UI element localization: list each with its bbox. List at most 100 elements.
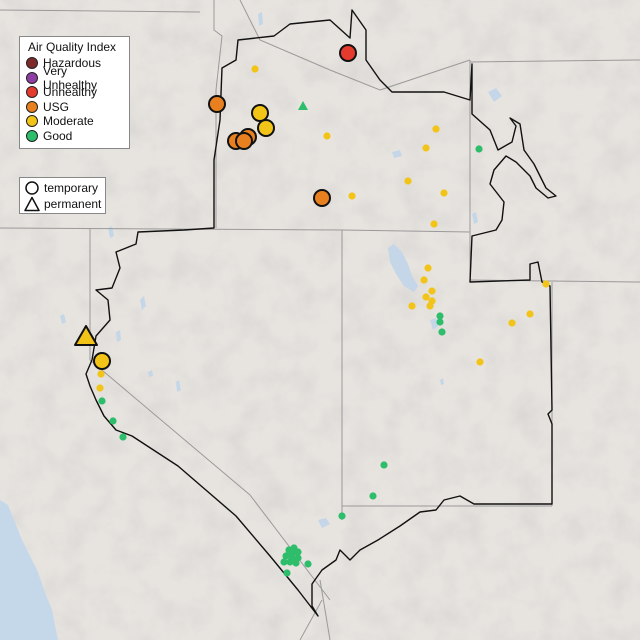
monitor-dot[interactable] bbox=[426, 302, 434, 310]
monitor-dot[interactable] bbox=[436, 312, 444, 320]
temporary-monitor-marker[interactable] bbox=[93, 352, 111, 370]
yellowstone-lake bbox=[488, 88, 502, 102]
monitor-dot[interactable] bbox=[432, 125, 440, 133]
legend-row-very-unhealthy: Very Unhealthy bbox=[26, 64, 123, 92]
monitor-dot[interactable] bbox=[440, 189, 448, 197]
legend-row-moderate: Moderate bbox=[26, 114, 123, 129]
ca-az-border bbox=[299, 599, 323, 640]
monitor-dot[interactable] bbox=[323, 132, 331, 140]
legend-label-hazardous: Hazardous bbox=[43, 56, 102, 71]
pacific-ocean bbox=[0, 500, 58, 640]
monitor-dot[interactable] bbox=[526, 310, 534, 318]
monitor-dot[interactable] bbox=[280, 558, 288, 566]
shasta-lake bbox=[60, 314, 66, 324]
permanent-monitor-marker[interactable] bbox=[74, 325, 98, 346]
mono-lake bbox=[148, 370, 153, 377]
legend-swatch-moderate bbox=[26, 115, 38, 128]
monitor-dot[interactable] bbox=[294, 548, 302, 556]
legend-swatch-good bbox=[26, 129, 38, 142]
monitor-dot[interactable] bbox=[251, 65, 259, 73]
idaho-west-border bbox=[213, 0, 223, 228]
legend-label-temporary: temporary bbox=[44, 181, 99, 195]
utah-lake bbox=[430, 318, 438, 330]
legend-row-permanent: permanent bbox=[24, 196, 101, 212]
monitor-dot[interactable] bbox=[436, 318, 444, 326]
monitor-dot[interactable] bbox=[119, 433, 127, 441]
monitor-dot[interactable] bbox=[369, 492, 377, 500]
monitor-dot[interactable] bbox=[408, 302, 416, 310]
idaho-utah-border bbox=[341, 229, 471, 233]
walker-lake bbox=[176, 380, 181, 392]
monitor-dot[interactable] bbox=[338, 512, 346, 520]
legend-swatch-unhealthy bbox=[26, 86, 38, 99]
monitor-dot[interactable] bbox=[283, 569, 291, 577]
legend-row-hazardous: Hazardous bbox=[26, 56, 123, 71]
aqi-markers bbox=[74, 44, 550, 577]
monitor-dot[interactable] bbox=[288, 550, 296, 558]
monitor-dot[interactable] bbox=[422, 144, 430, 152]
oregon-washington-border bbox=[0, 9, 201, 13]
great-salt-lake bbox=[388, 244, 418, 292]
monitor-dot[interactable] bbox=[304, 560, 312, 568]
monitor-dot[interactable] bbox=[96, 384, 104, 392]
triangle-icon bbox=[24, 196, 40, 212]
monitor-dot[interactable] bbox=[424, 264, 432, 272]
temporary-monitor-marker[interactable] bbox=[339, 44, 357, 62]
legend-row-temporary: temporary bbox=[24, 180, 101, 196]
monitor-dot[interactable] bbox=[542, 280, 550, 288]
region-outline bbox=[85, 9, 557, 617]
monitor-dot[interactable] bbox=[422, 293, 430, 301]
monitor-dot[interactable] bbox=[430, 220, 438, 228]
temporary-monitor-marker[interactable] bbox=[235, 132, 253, 150]
monitor-dot[interactable] bbox=[348, 192, 356, 200]
monitor-dot[interactable] bbox=[286, 558, 294, 566]
monitor-dot[interactable] bbox=[438, 328, 446, 336]
legend-row-good: Good bbox=[26, 129, 123, 144]
legend-row-usg: USG bbox=[26, 100, 123, 115]
permanent-monitor-marker[interactable] bbox=[298, 101, 308, 110]
monitor-dot[interactable] bbox=[508, 319, 516, 327]
oregon-nevada-border bbox=[0, 227, 343, 231]
monitor-dot[interactable] bbox=[109, 417, 117, 425]
temporary-monitor-marker[interactable] bbox=[313, 189, 331, 207]
legend-swatch-very-unhealthy bbox=[26, 71, 38, 84]
monitor-dot[interactable] bbox=[282, 552, 290, 560]
az-nv-border bbox=[319, 579, 331, 640]
wyoming-south-border bbox=[469, 279, 640, 283]
circle-icon bbox=[25, 181, 39, 195]
legend-label-good: Good bbox=[43, 128, 73, 143]
legend-row-unhealthy: Unhealthy bbox=[26, 85, 123, 100]
monitor-dot[interactable] bbox=[475, 145, 483, 153]
monitor-dot[interactable] bbox=[476, 358, 484, 366]
monitor-dot[interactable] bbox=[380, 461, 388, 469]
legend-swatch-usg bbox=[26, 100, 38, 113]
montana-idaho-border bbox=[239, 0, 471, 91]
temporary-monitor-marker[interactable] bbox=[257, 119, 275, 137]
monitor-dot[interactable] bbox=[404, 177, 412, 185]
ca-nv-diagonal bbox=[89, 359, 331, 601]
monitor-dot[interactable] bbox=[428, 287, 436, 295]
temporary-monitor-marker[interactable] bbox=[251, 104, 269, 122]
legend-swatch-hazardous bbox=[26, 57, 38, 70]
pend-oreille-lake bbox=[258, 12, 263, 26]
legend-label-permanent: permanent bbox=[44, 197, 102, 211]
fish-lake bbox=[440, 378, 444, 385]
monitor-dot[interactable] bbox=[98, 397, 106, 405]
american-falls-res bbox=[392, 150, 402, 158]
monitor-dot[interactable] bbox=[97, 370, 105, 378]
pyramid-lake bbox=[140, 296, 146, 310]
legend-title: Air Quality Index bbox=[28, 40, 117, 54]
montana-wyoming-border bbox=[469, 59, 640, 63]
monitor-dot[interactable] bbox=[420, 276, 428, 284]
legend-label-usg: USG bbox=[43, 99, 70, 114]
aqi-legend: Air Quality Index Hazardous Very Unhealt… bbox=[19, 36, 130, 149]
legend-label-moderate: Moderate bbox=[43, 114, 94, 129]
temporary-monitor-marker[interactable] bbox=[208, 95, 226, 113]
monitor-type-legend: temporary permanent bbox=[19, 177, 106, 214]
monitor-dot[interactable] bbox=[292, 559, 300, 567]
legend-label-unhealthy: Unhealthy bbox=[43, 85, 98, 100]
bear-lake bbox=[472, 212, 478, 224]
lake-tahoe bbox=[116, 330, 121, 342]
legend-label-very-unhealthy: Very Unhealthy bbox=[43, 63, 98, 92]
